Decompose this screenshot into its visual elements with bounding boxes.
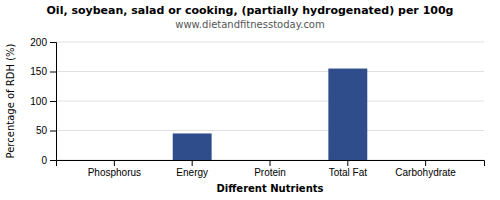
tick-label: Phosphorus <box>88 167 141 178</box>
subtitle: www.dietandfitnesstoday.com <box>175 19 324 30</box>
tick-label: 0 <box>41 155 47 166</box>
tick: 150 <box>30 66 56 77</box>
bar <box>173 133 212 160</box>
tick: Protein <box>254 160 286 178</box>
bar <box>95 160 134 161</box>
y-axis: 0 50 100 150 200 <box>30 37 56 166</box>
tick-label: 200 <box>30 37 47 48</box>
tick-mark <box>425 160 426 166</box>
tick-label: Protein <box>254 167 286 178</box>
tick-mark <box>50 131 56 132</box>
grid-line <box>56 130 484 131</box>
tick-mark <box>270 160 271 166</box>
tick-mark <box>50 160 56 161</box>
plot-area <box>173 69 368 160</box>
tick: Energy <box>176 160 208 178</box>
x-axis: Phosphorus Energy Protein Total Fat Carbohyd… <box>57 160 485 178</box>
y-axis-title: Percentage of RDH (%) <box>5 43 16 158</box>
grid <box>56 42 484 160</box>
title: Oil, soybean, salad or cooking, (partial… <box>47 4 454 17</box>
tick: 50 <box>36 125 56 136</box>
tick: 0 <box>41 155 56 166</box>
tick-label: 150 <box>30 66 47 77</box>
tick-label: Carbohydrate <box>395 167 456 178</box>
bar <box>406 160 445 161</box>
tick-mark <box>50 72 56 73</box>
tick: Phosphorus <box>88 160 141 178</box>
tick: 200 <box>30 37 56 48</box>
tick: Carbohydrate <box>395 160 456 178</box>
axis-line <box>57 161 485 167</box>
tick-mark <box>114 160 115 166</box>
tick-mark <box>50 101 56 102</box>
tick: Total Fat <box>329 160 368 178</box>
tick-mark <box>347 160 348 166</box>
tick-label: Energy <box>176 167 208 178</box>
bar <box>251 160 290 161</box>
grid-line <box>56 101 484 102</box>
tick-label: Total Fat <box>329 167 368 178</box>
tick-mark <box>192 160 193 166</box>
grid-line <box>56 71 484 72</box>
tick: 100 <box>30 96 56 107</box>
x-axis-title: Different Nutrients <box>217 183 324 194</box>
bar <box>328 69 367 160</box>
tick-label: 100 <box>30 96 47 107</box>
tick-mark <box>50 42 56 43</box>
tick-label: 50 <box>36 125 48 136</box>
axis-line <box>50 43 57 161</box>
grid-line <box>56 42 484 43</box>
chart: 0 50 100 150 200 Phosphorus Energy Protein Total… <box>0 0 500 200</box>
